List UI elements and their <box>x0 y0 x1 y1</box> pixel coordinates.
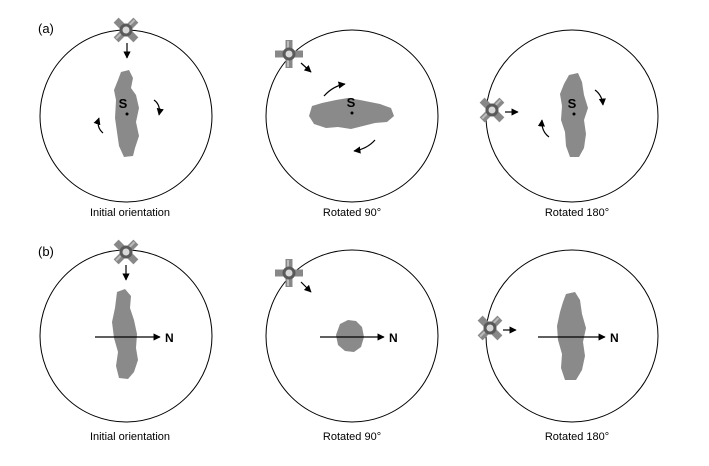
curved-arrow-icon <box>353 139 376 154</box>
panel-b-rotated-180: N <box>470 249 659 423</box>
caption-b-rotated-90: Rotated 90° <box>323 431 381 443</box>
center-point <box>350 111 354 115</box>
direction-label-n: N <box>610 331 619 345</box>
panel-a-initial: S <box>39 10 213 203</box>
caption-b-initial: Initial orientation <box>90 431 170 443</box>
light-arrow <box>300 62 312 73</box>
direction-label-n: N <box>389 331 398 345</box>
curved-arrow-icon <box>594 89 606 106</box>
object-shape <box>336 320 364 352</box>
light-arrow <box>300 281 312 293</box>
turntable-circle <box>265 29 439 203</box>
row-b-label: (b) <box>38 244 54 259</box>
center-point <box>125 112 129 116</box>
caption-a-initial: Initial orientation <box>90 207 170 219</box>
curved-arrow-icon <box>323 81 346 97</box>
center-label-s: S <box>568 96 577 111</box>
caption-a-rotated-180: Rotated 180° <box>545 207 609 219</box>
light-source-icon <box>275 259 303 287</box>
curved-arrow-icon <box>153 99 164 116</box>
light-source-icon <box>472 90 512 130</box>
light-source-icon <box>470 308 510 348</box>
object-shape <box>557 292 586 380</box>
caption-a-rotated-90: Rotated 90° <box>323 207 381 219</box>
center-label-s: S <box>119 96 128 111</box>
panel-a-rotated-90: S <box>265 29 439 203</box>
center-point <box>572 112 576 116</box>
object-shape <box>112 289 138 379</box>
panel-b-initial: N <box>39 232 213 423</box>
panel-b-rotated-90: N <box>265 249 439 423</box>
row-a-label: (a) <box>38 21 54 36</box>
panel-a-rotated-180: S <box>472 29 659 203</box>
turntable-circle <box>265 249 439 423</box>
caption-b-rotated-180: Rotated 180° <box>545 431 609 443</box>
center-label-s: S <box>347 95 356 110</box>
curved-arrow-icon <box>537 119 550 138</box>
light-source-icon <box>275 40 303 68</box>
direction-label-n: N <box>165 331 174 345</box>
light-source-icon <box>106 10 146 50</box>
curved-arrow-icon <box>93 117 104 134</box>
